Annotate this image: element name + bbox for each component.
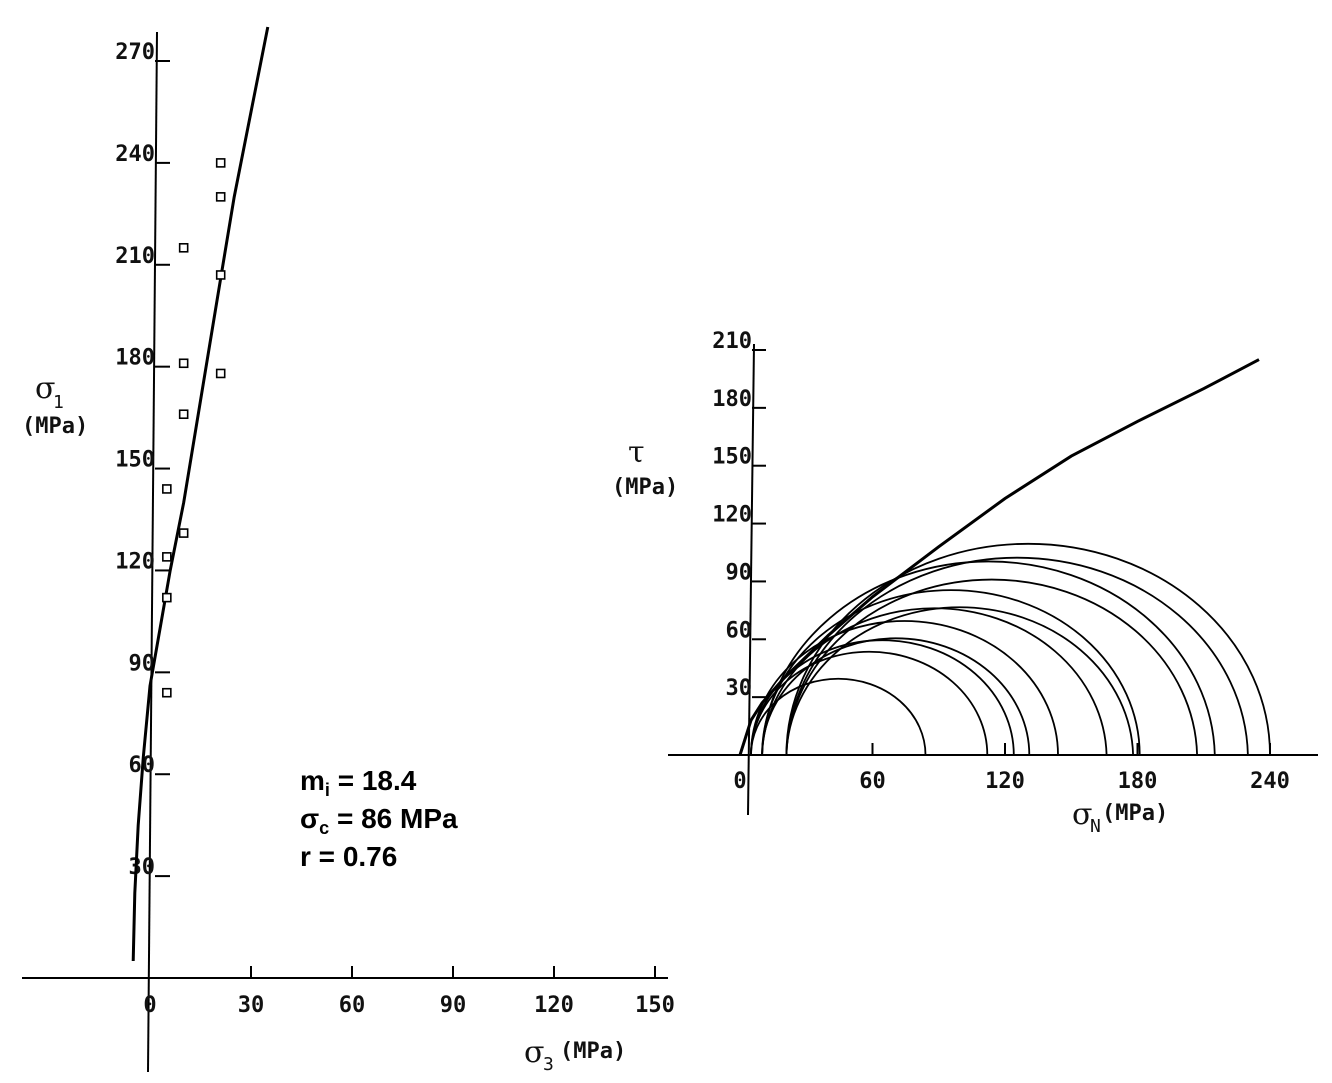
x-tick-label: 240: [1250, 769, 1290, 794]
failure-envelope: [738, 358, 1260, 756]
x-tick-label: 150: [635, 993, 675, 1018]
x-axis-unit: (MPa): [1102, 801, 1168, 826]
x-axis-symbol: σ: [1072, 797, 1092, 832]
x-tick-label: 60: [339, 993, 366, 1018]
data-point: [162, 484, 172, 494]
x-axis-unit: (MPa): [560, 1039, 626, 1064]
x-tick-label: 120: [534, 993, 574, 1018]
fit-curve: [131, 26, 270, 962]
x-tick-label: 0: [733, 769, 746, 794]
data-point: [215, 270, 226, 280]
x-tick-label: 180: [1118, 769, 1158, 794]
data-point: [178, 528, 189, 538]
mohr-circle: [761, 607, 1108, 756]
mohr-circle: [750, 677, 927, 756]
y-tick-label: 90: [129, 651, 156, 676]
data-point: [178, 358, 189, 369]
x-tick-label: 120: [985, 769, 1025, 794]
y-axis-symbol: τ: [628, 435, 645, 470]
y-tick-label: 240: [115, 142, 155, 167]
y-tick-label: 120: [115, 549, 155, 574]
y-axis-symbol: σ: [35, 371, 55, 406]
y-tick-label: 30: [726, 676, 753, 701]
annotation-line: mi = 18.4: [300, 765, 417, 800]
mohr-circle: [761, 589, 1141, 756]
data-point: [215, 368, 226, 379]
y-tick-label: 150: [712, 445, 752, 470]
y-tick-label: 30: [129, 855, 156, 880]
x-tick-label: 60: [859, 769, 886, 794]
mohr-circle: [785, 556, 1249, 756]
mohr-circle: [750, 639, 1015, 756]
data-point: [178, 409, 189, 420]
y-axis-line: [747, 343, 755, 816]
y-tick-label: 270: [115, 40, 155, 65]
y-tick-label: 60: [726, 618, 753, 643]
y-axis-unit: (MPa): [22, 414, 88, 439]
x-tick-label: 90: [440, 993, 467, 1018]
data-point: [162, 552, 172, 562]
y-tick-label: 210: [115, 244, 155, 269]
y-axis-line: [147, 31, 158, 1073]
y-tick-label: 180: [712, 387, 752, 412]
x-tick-label: 0: [143, 993, 156, 1018]
data-point: [162, 592, 172, 603]
x-axis-subscript: N: [1090, 816, 1101, 837]
y-axis-subscript: 1: [53, 392, 64, 413]
mohr-circle: [750, 620, 1059, 756]
y-tick-label: 120: [712, 503, 752, 528]
mohr-circle: [785, 578, 1198, 756]
y-tick-label: 150: [115, 448, 155, 473]
data-point: [215, 192, 226, 202]
mohr-circle: [750, 650, 989, 756]
data-point: [178, 242, 189, 253]
mohr-circle: [785, 542, 1271, 756]
mohr-circle: [785, 606, 1134, 756]
y-axis-unit: (MPa): [612, 475, 678, 500]
data-point: [162, 687, 172, 698]
x-axis-subscript: 3: [543, 1054, 554, 1075]
annotation-line: σc = 86 MPa: [300, 803, 458, 838]
annotation-line: r = 0.76: [300, 841, 397, 872]
mohr-circle: [761, 560, 1216, 756]
x-tick-label: 30: [238, 993, 265, 1018]
y-tick-label: 90: [726, 560, 753, 585]
x-axis-symbol: σ: [524, 1035, 544, 1070]
y-tick-label: 210: [712, 329, 752, 354]
data-point: [215, 158, 226, 168]
y-tick-label: 180: [115, 346, 155, 371]
